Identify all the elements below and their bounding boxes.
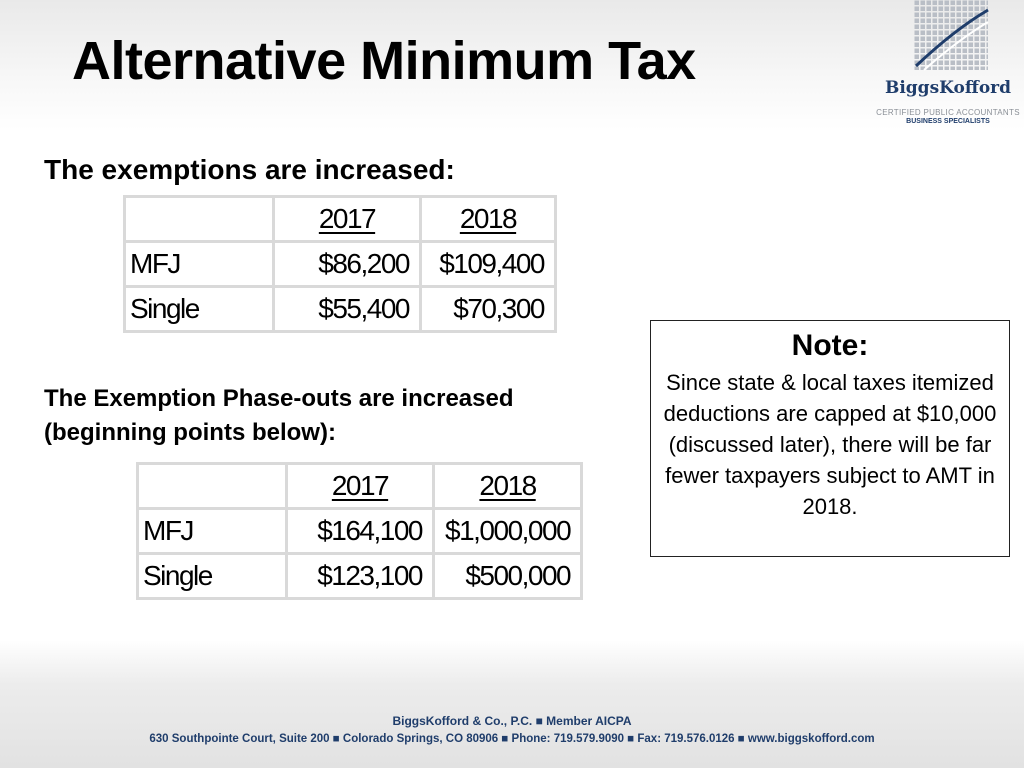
row-label: Single <box>123 285 275 333</box>
header-cell-blank <box>123 195 275 243</box>
value-2017: $86,200 <box>272 240 422 288</box>
header-cell-2017: 2017 <box>272 195 422 243</box>
value-2018: $109,400 <box>419 240 557 288</box>
company-logo: BiggsKofford CERTIFIED PUBLIC ACCOUNTANT… <box>872 0 1024 130</box>
phaseouts-heading: The Exemption Phase-outs are increased (… <box>44 385 514 446</box>
value-2018: $70,300 <box>419 285 557 333</box>
logo-name: BiggsKofford <box>884 78 1012 98</box>
table-header-row: 2017 2018 <box>136 462 584 510</box>
exemptions-heading: The exemptions are increased: <box>44 154 455 185</box>
table-row: Single $55,400 $70,300 <box>123 285 557 333</box>
header-cell-2018: 2018 <box>431 462 584 510</box>
logo-grid-icon <box>914 0 989 71</box>
table-row: MFJ $86,200 $109,400 <box>123 240 557 288</box>
note-title: Note: <box>791 329 869 362</box>
table-row: MFJ $164,100 $1,000,000 <box>136 507 584 555</box>
value-2017: $123,100 <box>285 552 435 600</box>
page-title: Alternative Minimum Tax <box>72 31 696 91</box>
value-2017: $164,100 <box>285 507 435 555</box>
value-2017: $55,400 <box>272 285 422 333</box>
logo-tagline: CERTIFIED PUBLIC ACCOUNTANTS <box>876 108 1020 117</box>
footer-firm-line: BiggsKofford & Co., P.C. ■ Member AICPA <box>392 714 632 728</box>
note-body: Since state & local taxes itemized deduc… <box>663 370 997 519</box>
footer-contact-line: 630 Southpointe Court, Suite 200 ■ Color… <box>149 733 875 745</box>
row-label: MFJ <box>136 507 288 555</box>
row-label: MFJ <box>123 240 275 288</box>
row-label: Single <box>136 552 288 600</box>
logo-subtagline: BUSINESS SPECIALISTS <box>906 118 990 125</box>
note-box: Note: Since state & local taxes itemized… <box>650 320 1010 557</box>
footer-band <box>0 640 1024 768</box>
header-cell-blank <box>136 462 288 510</box>
header-cell-2017: 2017 <box>285 462 435 510</box>
exemptions-table: 2017 2018 MFJ $86,200 $109,400 Single $5… <box>123 195 557 333</box>
table-header-row: 2017 2018 <box>123 195 557 243</box>
value-2018: $1,000,000 <box>431 507 584 555</box>
header-band <box>0 0 1024 130</box>
value-2018: $500,000 <box>431 552 584 600</box>
table-row: Single $123,100 $500,000 <box>136 552 584 600</box>
header-cell-2018: 2018 <box>419 195 557 243</box>
phaseouts-table: 2017 2018 MFJ $164,100 $1,000,000 Single… <box>136 462 584 600</box>
